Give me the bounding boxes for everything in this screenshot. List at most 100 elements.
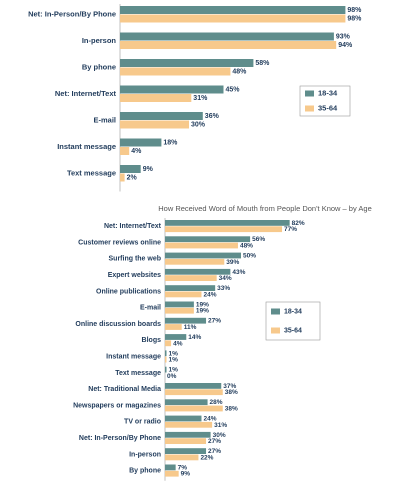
value-label: 94% xyxy=(338,42,353,49)
bar xyxy=(165,252,241,259)
legend-label: 35-64 xyxy=(284,327,302,334)
bar xyxy=(165,275,217,281)
bar xyxy=(120,165,141,173)
bar xyxy=(120,94,192,102)
bar xyxy=(165,405,223,412)
bar xyxy=(165,307,194,314)
bar xyxy=(165,389,223,396)
legend-swatch xyxy=(305,90,314,97)
value-label: 56% xyxy=(252,236,265,243)
legend-swatch xyxy=(305,105,314,112)
category-label: Instant message xyxy=(57,142,116,151)
category-label: Newspapers or magazines xyxy=(73,402,161,409)
legend-box xyxy=(265,301,321,341)
category-label: Net: Internet/Text xyxy=(104,223,162,230)
value-label: 98% xyxy=(347,16,362,23)
value-label: 9% xyxy=(181,471,191,478)
bar xyxy=(165,258,225,265)
value-label: 93% xyxy=(336,34,351,41)
bar xyxy=(120,138,162,147)
value-label: 37% xyxy=(223,383,236,390)
value-label: 24% xyxy=(203,415,216,422)
bar xyxy=(165,291,202,298)
value-label: 7% xyxy=(178,464,188,471)
bar xyxy=(120,147,130,155)
bar xyxy=(120,173,125,182)
value-label: 22% xyxy=(200,454,213,461)
value-label: 27% xyxy=(208,318,221,325)
value-label: 33% xyxy=(217,285,230,292)
value-label: 34% xyxy=(219,275,232,282)
bar xyxy=(165,470,179,477)
value-label: 2% xyxy=(127,175,138,182)
bar xyxy=(165,324,182,330)
value-label: 31% xyxy=(193,95,208,102)
bar xyxy=(165,448,207,454)
bar xyxy=(120,32,334,41)
bar xyxy=(120,85,224,94)
category-label: TV or radio xyxy=(124,419,161,426)
value-label: 30% xyxy=(191,122,206,129)
value-label: 48% xyxy=(240,242,253,249)
bar xyxy=(120,112,203,120)
category-label: Online discussion boards xyxy=(75,321,161,328)
legend-swatch xyxy=(271,308,280,315)
value-label: 4% xyxy=(173,340,183,347)
category-label: Customer reviews online xyxy=(78,239,161,246)
value-label: 36% xyxy=(205,113,220,120)
bar xyxy=(165,285,216,291)
value-label: 38% xyxy=(225,405,238,412)
chart-title: How Received Word of Mouth from People D… xyxy=(158,204,372,213)
bar xyxy=(120,67,231,76)
bar xyxy=(165,220,290,226)
value-label: 82% xyxy=(292,220,305,227)
value-label: 0% xyxy=(167,373,177,380)
value-label: 24% xyxy=(203,291,216,298)
value-label: 50% xyxy=(243,252,256,259)
value-label: 43% xyxy=(232,269,245,276)
category-label: Net: In-Person/By Phone xyxy=(79,435,161,442)
value-label: 1% xyxy=(169,350,179,357)
bar xyxy=(165,268,231,275)
category-label: In-person xyxy=(82,36,117,45)
category-label: Net: Traditional Media xyxy=(88,386,161,393)
bar xyxy=(165,454,199,461)
category-label: Instant message xyxy=(106,354,161,361)
bar xyxy=(165,334,187,340)
value-label: 30% xyxy=(213,432,226,439)
category-label: Net: In-Person/By Phone xyxy=(28,9,116,18)
category-label: Surfing the web xyxy=(109,256,162,263)
value-label: 45% xyxy=(226,87,241,94)
bar xyxy=(165,350,167,357)
value-label: 1% xyxy=(169,357,179,364)
value-label: 58% xyxy=(255,60,270,67)
legend-label: 18-34 xyxy=(318,88,338,97)
value-label: 39% xyxy=(226,259,239,266)
bar xyxy=(165,356,167,363)
bar xyxy=(120,59,254,67)
value-label: 38% xyxy=(225,389,238,396)
category-label: By phone xyxy=(129,468,161,475)
value-label: 19% xyxy=(196,308,209,315)
legend-label: 35-64 xyxy=(318,103,338,112)
legend-label: 18-34 xyxy=(284,308,302,315)
bar xyxy=(120,120,189,129)
value-label: 28% xyxy=(210,399,223,406)
category-label: Expert websites xyxy=(108,272,161,279)
category-label: E-mail xyxy=(93,115,116,124)
category-label: Blogs xyxy=(142,337,162,344)
value-label: 31% xyxy=(214,422,227,429)
value-label: 27% xyxy=(208,438,221,445)
category-label: Text message xyxy=(115,370,161,377)
bar xyxy=(120,6,346,14)
bar xyxy=(165,464,176,471)
bar xyxy=(120,41,337,49)
bar xyxy=(165,421,213,428)
value-label: 4% xyxy=(131,148,142,155)
category-label: E-mail xyxy=(140,305,161,312)
value-label: 19% xyxy=(196,301,209,308)
legend-swatch xyxy=(271,327,280,334)
bar xyxy=(120,14,346,23)
bar xyxy=(165,301,194,308)
value-label: 14% xyxy=(188,334,201,341)
